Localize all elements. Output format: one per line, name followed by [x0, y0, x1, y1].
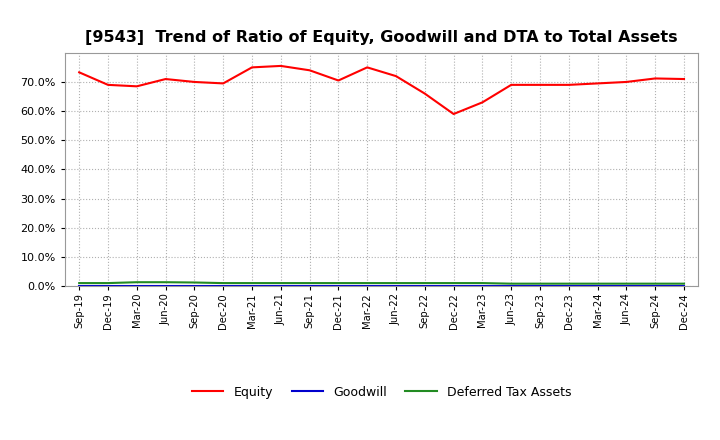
- Deferred Tax Assets: [305, 280, 314, 286]
- Goodwill: [132, 283, 141, 289]
- Equity: [449, 111, 458, 117]
- Deferred Tax Assets: [449, 280, 458, 286]
- Deferred Tax Assets: [219, 280, 228, 286]
- Goodwill: [651, 283, 660, 289]
- Goodwill: [305, 283, 314, 289]
- Line: Deferred Tax Assets: Deferred Tax Assets: [79, 282, 684, 284]
- Equity: [564, 82, 573, 88]
- Goodwill: [420, 283, 429, 289]
- Deferred Tax Assets: [276, 280, 285, 286]
- Equity: [420, 91, 429, 96]
- Equity: [132, 84, 141, 89]
- Deferred Tax Assets: [190, 280, 199, 285]
- Deferred Tax Assets: [363, 280, 372, 286]
- Goodwill: [161, 283, 170, 289]
- Line: Equity: Equity: [79, 66, 684, 114]
- Title: [9543]  Trend of Ratio of Equity, Goodwill and DTA to Total Assets: [9543] Trend of Ratio of Equity, Goodwil…: [85, 29, 678, 45]
- Equity: [680, 77, 688, 82]
- Deferred Tax Assets: [478, 280, 487, 286]
- Equity: [219, 81, 228, 86]
- Goodwill: [104, 283, 112, 289]
- Deferred Tax Assets: [564, 281, 573, 286]
- Equity: [593, 81, 602, 86]
- Goodwill: [248, 283, 256, 289]
- Goodwill: [75, 283, 84, 289]
- Equity: [305, 68, 314, 73]
- Equity: [507, 82, 516, 88]
- Deferred Tax Assets: [651, 281, 660, 286]
- Equity: [190, 79, 199, 84]
- Equity: [334, 78, 343, 83]
- Equity: [161, 77, 170, 82]
- Equity: [363, 65, 372, 70]
- Deferred Tax Assets: [161, 279, 170, 285]
- Goodwill: [507, 283, 516, 289]
- Goodwill: [276, 283, 285, 289]
- Goodwill: [478, 283, 487, 289]
- Goodwill: [219, 283, 228, 289]
- Deferred Tax Assets: [75, 280, 84, 286]
- Equity: [104, 82, 112, 88]
- Deferred Tax Assets: [536, 281, 544, 286]
- Deferred Tax Assets: [593, 281, 602, 286]
- Legend: Equity, Goodwill, Deferred Tax Assets: Equity, Goodwill, Deferred Tax Assets: [187, 381, 576, 404]
- Goodwill: [334, 283, 343, 289]
- Goodwill: [593, 283, 602, 289]
- Equity: [75, 70, 84, 75]
- Goodwill: [190, 283, 199, 289]
- Goodwill: [622, 283, 631, 289]
- Equity: [478, 100, 487, 105]
- Goodwill: [392, 283, 400, 289]
- Deferred Tax Assets: [680, 281, 688, 286]
- Deferred Tax Assets: [104, 280, 112, 286]
- Equity: [622, 79, 631, 84]
- Goodwill: [449, 283, 458, 289]
- Deferred Tax Assets: [420, 280, 429, 286]
- Goodwill: [564, 283, 573, 289]
- Goodwill: [536, 283, 544, 289]
- Equity: [392, 73, 400, 79]
- Deferred Tax Assets: [248, 280, 256, 286]
- Goodwill: [363, 283, 372, 289]
- Deferred Tax Assets: [392, 280, 400, 286]
- Equity: [651, 76, 660, 81]
- Equity: [536, 82, 544, 88]
- Equity: [248, 65, 256, 70]
- Deferred Tax Assets: [507, 281, 516, 286]
- Deferred Tax Assets: [132, 279, 141, 285]
- Equity: [276, 63, 285, 69]
- Deferred Tax Assets: [622, 281, 631, 286]
- Deferred Tax Assets: [334, 280, 343, 286]
- Goodwill: [680, 283, 688, 289]
